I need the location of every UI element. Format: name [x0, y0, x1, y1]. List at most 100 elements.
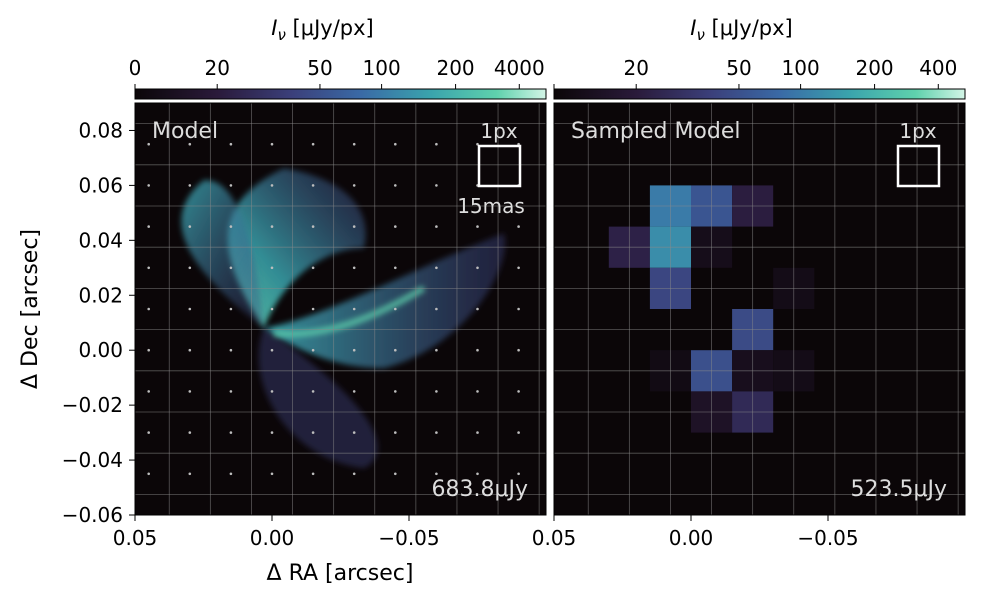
- sample-dot-89: [147, 142, 150, 146]
- sample-dot-87: [147, 225, 150, 228]
- sample-dot-15: [476, 225, 479, 228]
- sample-dot-38: [352, 390, 356, 393]
- sample-dot-74: [188, 390, 192, 393]
- sample-dot-26: [435, 142, 438, 146]
- model-box-label-top: 1px: [480, 119, 517, 143]
- sampled-pixel-scale-box: [896, 144, 941, 188]
- model-xtick-label-0: 0.05: [113, 526, 158, 550]
- sample-dot-10: [476, 431, 479, 434]
- sample-dot-39: [352, 348, 356, 352]
- model-cbar-tick-label-5: 4000: [494, 56, 545, 80]
- model-cbar-tick-label-1: 20: [204, 56, 229, 80]
- sample-dot-77: [188, 266, 192, 270]
- cbar-label-main: I: [271, 16, 277, 40]
- ytick-label-4: 0.02: [78, 283, 123, 307]
- sampled-title: Sampled Model: [571, 119, 741, 144]
- sample-dot-42: [352, 225, 356, 228]
- sampled-cbar-tick-label-5: 400: [919, 56, 957, 80]
- sample-dot-47: [311, 390, 315, 393]
- sample-dot-85: [147, 307, 150, 311]
- ytick-label-2: −0.02: [62, 393, 123, 417]
- ytick-label-1: −0.04: [62, 448, 123, 472]
- sampled-cbar-tick-label-2: 50: [726, 56, 751, 80]
- model-emission-wing-south: [258, 328, 378, 469]
- sample-dot-63: [229, 472, 233, 476]
- sample-dot-31: [394, 307, 397, 311]
- cbar-label-rest: [μJy/px]: [705, 16, 793, 40]
- sample-dot-57: [270, 348, 274, 352]
- model-xtick-label-2: −0.05: [378, 526, 439, 550]
- sample-dot-81: [147, 472, 150, 476]
- sample-dot-55: [270, 431, 274, 434]
- model-frame: [134, 102, 547, 516]
- cbar-label-sub: ν: [696, 26, 704, 44]
- sample-dot-62: [270, 142, 274, 146]
- sample-dot-64: [229, 431, 233, 434]
- sampled-xtick-label-1: 0.00: [669, 526, 714, 550]
- sample-dot-52: [311, 184, 315, 187]
- sample-dot-86: [147, 266, 150, 270]
- sample-dot-24: [435, 225, 438, 228]
- sample-dot-50: [311, 266, 315, 270]
- sample-dot-9: [476, 472, 479, 476]
- sample-dot-72: [188, 472, 192, 476]
- model-flux-label: 683.8μJy: [432, 477, 529, 502]
- sampled-box-label-top: 1px: [899, 119, 936, 143]
- sample-dot-21: [435, 348, 438, 352]
- sampled-image-layer: [554, 103, 965, 515]
- sample-dot-23: [435, 266, 438, 270]
- model-cbar-tick-label-2: 50: [307, 56, 332, 80]
- sample-dot-12: [476, 348, 479, 352]
- sample-dot-49: [311, 307, 315, 311]
- sample-dot-66: [229, 348, 233, 352]
- sample-dot-37: [352, 431, 356, 434]
- sample-dot-43: [352, 184, 356, 187]
- model-colorbar: [134, 88, 547, 100]
- sample-dot-59: [270, 266, 274, 270]
- sample-dot-48: [311, 348, 315, 352]
- sample-dot-5: [517, 266, 520, 270]
- sampled-colorbar: [553, 88, 966, 100]
- sample-dot-84: [147, 348, 150, 352]
- sample-dot-33: [394, 225, 397, 228]
- model-box-label-bottom: 15mas: [457, 194, 525, 218]
- cbar-label-rest: [μJy/px]: [286, 16, 374, 40]
- sample-dot-40: [352, 307, 356, 311]
- sample-dot-61: [270, 184, 274, 187]
- sample-dot-58: [270, 307, 274, 311]
- sampled-xtick-label-2: −0.05: [797, 526, 858, 550]
- ytick-label-6: 0.06: [78, 173, 123, 197]
- sampled-flux-label: 523.5μJy: [851, 477, 948, 502]
- model-image-layer: [135, 103, 546, 515]
- ytick-label-5: 0.04: [78, 228, 123, 252]
- sample-dot-45: [311, 472, 315, 476]
- model-cbar-tick-label-4: 200: [436, 56, 474, 80]
- sample-dot-60: [270, 225, 274, 228]
- sample-dot-29: [394, 390, 397, 393]
- sample-dot-22: [435, 307, 438, 311]
- sample-dot-76: [188, 307, 192, 311]
- sample-dot-4: [517, 307, 520, 311]
- cbar-label-main: I: [690, 16, 696, 40]
- sample-dot-79: [188, 184, 192, 187]
- model-emission-wing-west: [181, 180, 264, 329]
- model-bright-ridge: [273, 285, 426, 337]
- model-pixel-scale-box: [477, 144, 522, 188]
- sampled-cbar-tick-label-4: 200: [855, 56, 893, 80]
- sample-dot-19: [435, 431, 438, 434]
- sample-dot-14: [476, 266, 479, 270]
- sampled-colorbar-label: Iν [μJy/px]: [690, 16, 792, 44]
- sample-dot-3: [517, 348, 520, 352]
- sample-dot-73: [188, 431, 192, 434]
- model-cbar-tick-label-3: 100: [363, 56, 401, 80]
- sample-dot-80: [188, 142, 192, 146]
- sampled-cbar-tick-label-1: 20: [623, 56, 648, 80]
- model-colorbar-label: Iν [μJy/px]: [271, 16, 373, 44]
- sample-dot-83: [147, 390, 150, 393]
- sample-dot-35: [394, 142, 397, 146]
- sample-dot-30: [394, 348, 397, 352]
- sample-dot-51: [311, 225, 315, 228]
- cbar-label-sub: ν: [277, 26, 285, 44]
- model-xtick-label-1: 0.00: [250, 526, 295, 550]
- sample-dot-11: [476, 390, 479, 393]
